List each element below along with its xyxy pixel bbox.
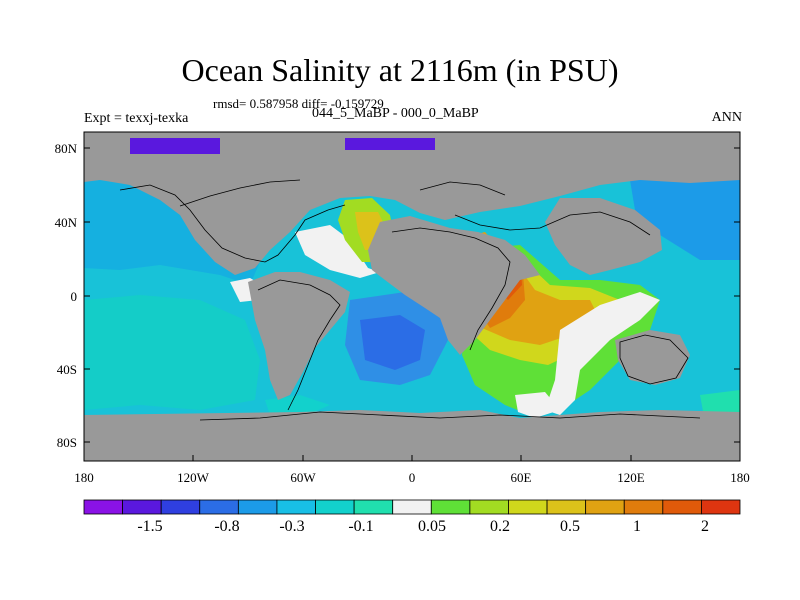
x-tick-label: 180	[730, 470, 750, 485]
y-tick-label: 80N	[55, 141, 78, 156]
negative-patch-east	[345, 138, 435, 150]
y-tick-label: 40N	[55, 215, 78, 230]
colorbar-label: 0.05	[418, 518, 446, 535]
colorbar-label: 2	[701, 518, 709, 535]
colorbar-swatch	[662, 499, 702, 515]
colorbar-swatch	[623, 499, 664, 515]
negative-patch-west	[130, 138, 220, 154]
colorbar-swatch	[585, 499, 625, 515]
colorbar-label: 1	[633, 518, 641, 535]
coastlines	[119, 179, 701, 421]
land-masses	[84, 132, 740, 461]
colorbar-swatch	[546, 499, 587, 515]
colorbar-label: 0.2	[490, 518, 510, 535]
x-tick-label: 60E	[511, 470, 532, 485]
tick-marks	[83, 147, 741, 461]
y-tick-label: 40S	[57, 362, 77, 377]
experiment-name: 044_5_MaBP - 000_0_MaBP	[312, 106, 479, 121]
x-tick-label: 120E	[617, 470, 645, 485]
colorbar-swatch	[276, 499, 316, 515]
colorbar-swatch	[508, 499, 548, 515]
colorbar-label: -0.3	[279, 518, 304, 535]
colorbar-swatch	[237, 499, 278, 515]
colorbar-label: 0.5	[560, 518, 580, 535]
colorbar-swatch	[469, 499, 509, 515]
colorbar-swatch	[430, 499, 471, 515]
y-tick-label: 0	[71, 289, 78, 304]
statistics-line: rmsd= 0.587958 diff= -0.159729	[213, 96, 384, 111]
x-tick-label: 60W	[290, 470, 316, 485]
x-tick-label: 120W	[177, 470, 210, 485]
colorbar-label: -1.5	[137, 518, 162, 535]
colorbar-swatch	[160, 499, 201, 515]
colorbar-swatch	[315, 499, 355, 515]
colorbar-label: -0.1	[348, 518, 373, 535]
colorbar-label: -0.8	[214, 518, 239, 535]
plot-title: Ocean Salinity at 2116m (in PSU)	[181, 52, 619, 88]
colorbar	[83, 499, 741, 515]
y-tick-label: 80S	[57, 435, 77, 450]
season-label: ANN	[711, 110, 742, 125]
x-tick-label: 0	[409, 470, 416, 485]
colorbar-swatch	[83, 499, 123, 515]
colorbar-swatch	[353, 499, 394, 515]
colorbar-swatch	[199, 499, 239, 515]
experiment-label: Expt = texxj-texka	[84, 111, 189, 126]
colorbar-swatch	[701, 499, 741, 515]
colorbar-swatch	[392, 499, 432, 515]
x-tick-label: 180	[74, 470, 94, 485]
colorbar-swatch	[122, 499, 162, 515]
